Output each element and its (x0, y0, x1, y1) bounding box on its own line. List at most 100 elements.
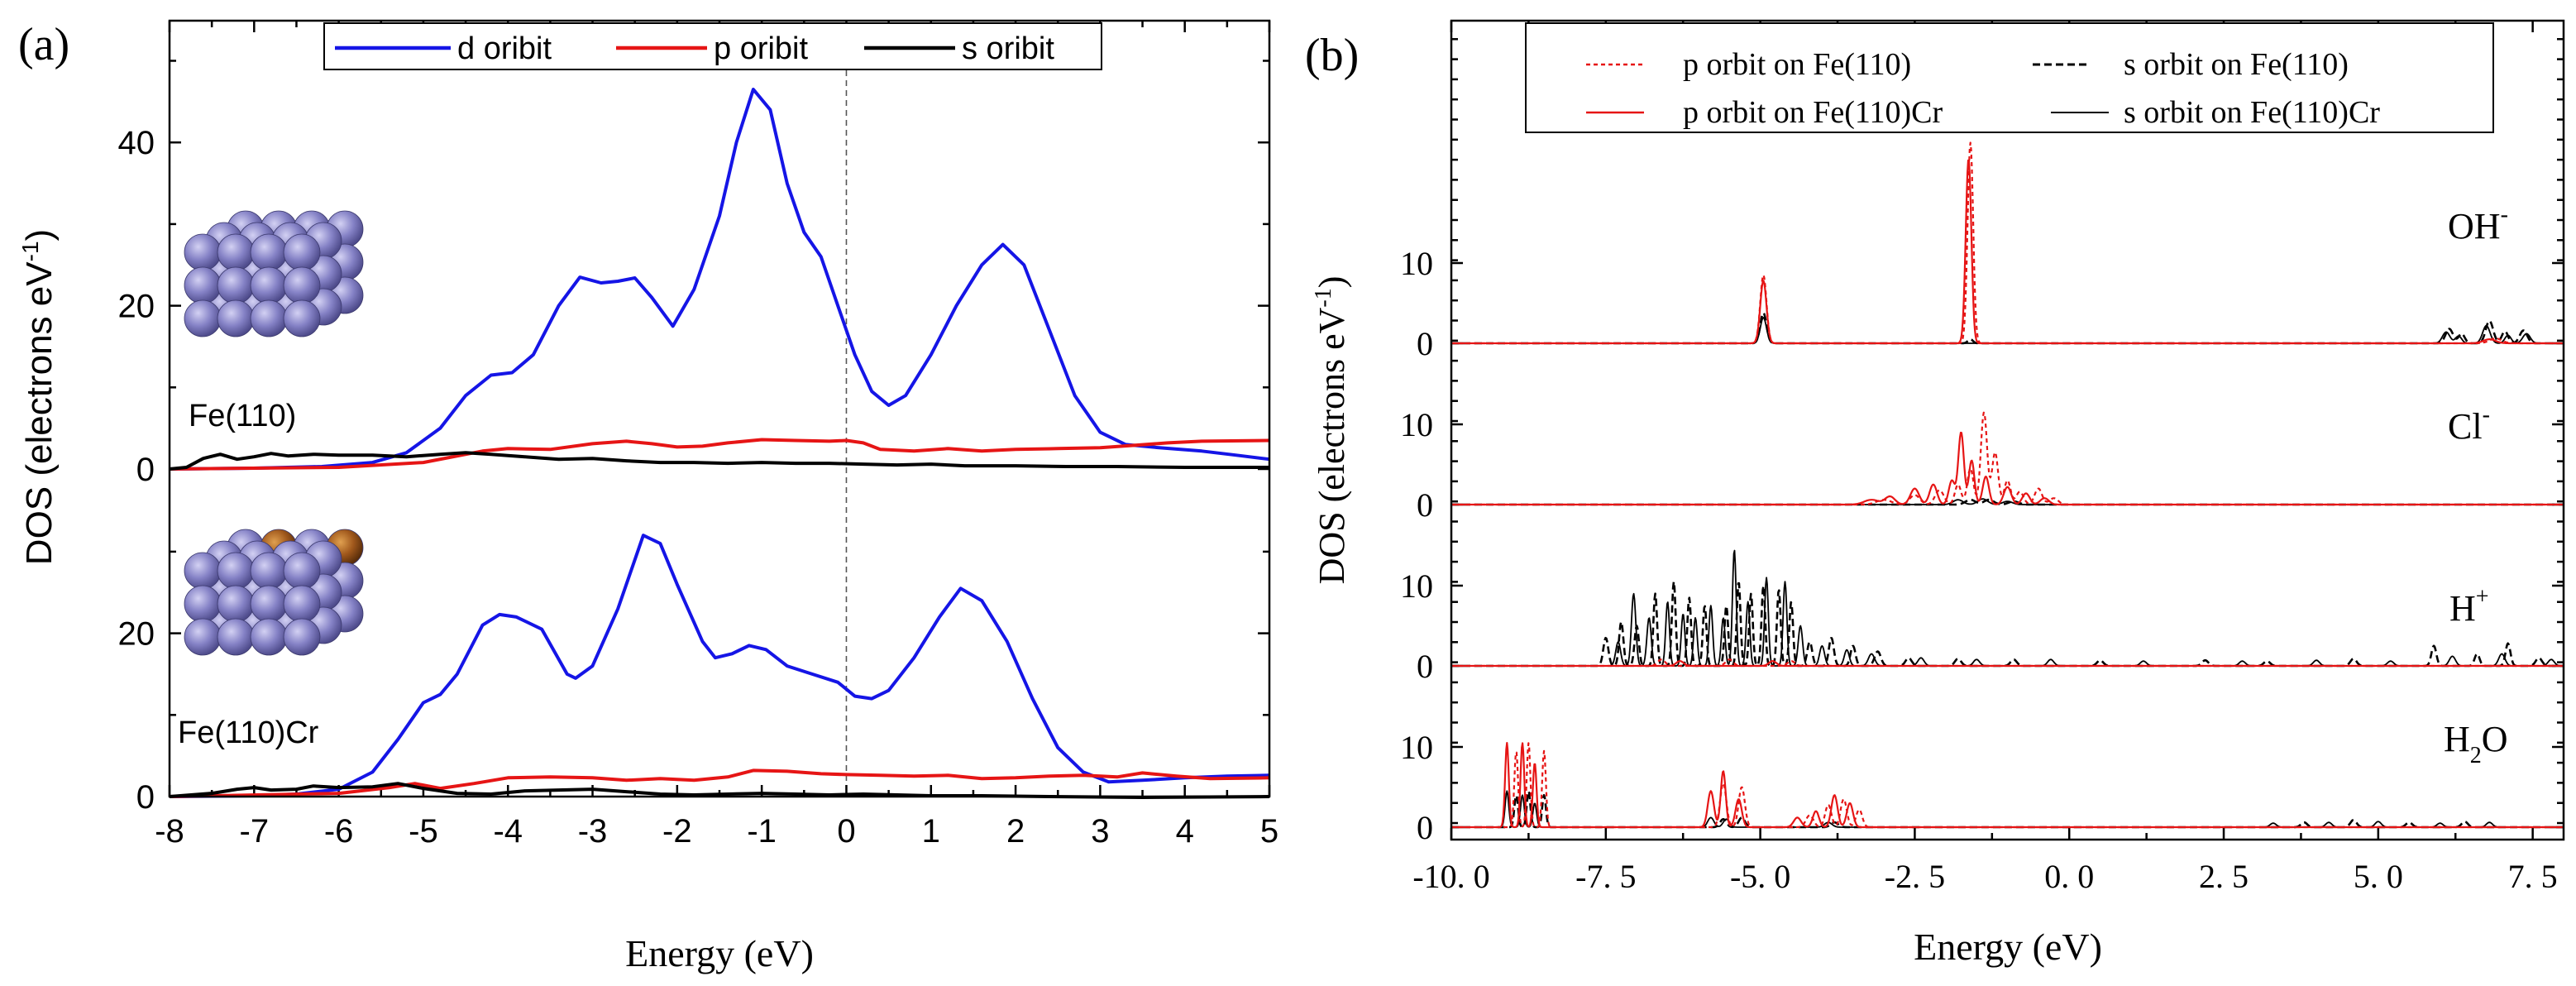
panel-a-ticks (168, 21, 1271, 798)
x-tick-label: -1 (747, 813, 777, 850)
oh-s-fe110-line (1450, 311, 2564, 345)
y-tick-label: 0 (1417, 648, 1433, 685)
x-tick-label: 0 (837, 813, 855, 850)
cl-p-fe110-line (1450, 411, 2564, 506)
panel-a-data (169, 88, 1270, 799)
atom-sphere (283, 618, 321, 656)
h-plus-p-cr-line (1450, 660, 2564, 668)
legend-p-fe110-label: p orbit on Fe(110) (1683, 47, 1911, 82)
y-tick-label: 10 (1400, 567, 1433, 605)
panel-a-x-axis-label: Energy (eV) (625, 932, 814, 974)
x-tick-label: 5. 0 (2354, 858, 2403, 895)
y-tick-label: 0 (136, 452, 155, 488)
x-tick-label: -5. 0 (1730, 858, 1790, 895)
panel-a-frame (168, 19, 1271, 798)
fe110-s-orbit-line (169, 451, 1269, 471)
atom-sphere (184, 266, 222, 304)
panel-b-data (1450, 141, 2564, 829)
fe110-subplot-label: Fe(110) (189, 399, 296, 433)
oh-p-fe110-line (1450, 141, 2564, 345)
fe110-structure-image (184, 210, 364, 337)
atom-sphere (250, 266, 288, 304)
atom-sphere (217, 552, 255, 590)
h2o-p-fe110-line (1450, 742, 2564, 829)
legend-s-label: s oribit (962, 31, 1054, 66)
atom-sphere (283, 233, 321, 271)
x-tick-label: 7. 5 (2508, 858, 2558, 895)
x-tick-label: -2 (662, 813, 692, 850)
legend-d-label: d oribit (457, 31, 552, 66)
x-tick-label: 3 (1091, 813, 1109, 850)
y-tick-label: 0 (1417, 325, 1433, 362)
x-tick-label: 5 (1260, 813, 1278, 850)
atom-sphere (283, 299, 321, 337)
y-tick-label: 10 (1400, 245, 1433, 282)
panel-b-tick-labels: -10. 0 -7. 5 -5. 0 -2. 5 0. 0 2. 5 5. 0 7. 5 0 10… (1400, 245, 2558, 895)
panel-b-ticks (1450, 21, 2564, 840)
atom-sphere (250, 585, 288, 623)
h-plus-subplot-label: H+ (2449, 584, 2489, 629)
atom-sphere (283, 552, 321, 590)
atom-sphere (217, 618, 255, 656)
atom-sphere (217, 233, 255, 271)
y-tick-label: 40 (118, 125, 155, 161)
atom-sphere (217, 299, 255, 337)
x-tick-label: 4 (1176, 813, 1194, 850)
legend-p-label: p oribit (714, 31, 808, 66)
atom-sphere (184, 585, 222, 623)
x-tick-label: 1 (922, 813, 940, 850)
x-tick-label: 2 (1006, 813, 1025, 850)
cl-subplot-label: Cl- (2448, 402, 2490, 447)
x-tick-label: -7. 5 (1575, 858, 1636, 895)
oh-subplot-label: OH- (2448, 202, 2508, 247)
panel-b: (b) -10. 0 -7. 5 -5. 0 -2. 5 0. 0 2. 5 5. 0 7. … (1305, 19, 2565, 968)
oh-p-cr-line (1450, 159, 2564, 345)
atom-sphere (283, 585, 321, 623)
atom-sphere (250, 618, 288, 656)
h2o-p-cr-line (1450, 742, 2564, 829)
atom-sphere (184, 618, 222, 656)
x-tick-label: -10. 0 (1412, 858, 1489, 895)
h2o-s-fe110-line (1450, 790, 2564, 829)
panel-b-frame (1450, 19, 2565, 841)
fe110cr-s-orbit-line (169, 782, 1270, 799)
x-tick-label: -3 (578, 813, 608, 850)
y-tick-label: 0 (136, 779, 155, 816)
fe110cr-p-orbit-line (169, 768, 1270, 798)
x-tick-label: 2. 5 (2199, 858, 2249, 895)
legend-s-cr-label: s orbit on Fe(110)Cr (2124, 95, 2380, 130)
atom-sphere (184, 233, 222, 271)
fe110cr-subplot-label: Fe(110)Cr (178, 716, 319, 750)
y-tick-label: 0 (1417, 486, 1433, 524)
fe110-d-orbit-line (169, 88, 1270, 471)
fe110cr-d-orbit-line (169, 534, 1270, 798)
panel-b-y-axis-label: DOS (electrons eV-1) (1311, 276, 1352, 585)
atom-sphere (250, 233, 288, 271)
atom-sphere (250, 299, 288, 337)
atom-sphere (184, 552, 222, 590)
panel-b-x-axis-label: Energy (eV) (1914, 926, 2102, 968)
atom-sphere (184, 299, 222, 337)
h2o-s-cr-line (1451, 790, 2564, 828)
fe110-p-orbit-line (169, 438, 1270, 471)
oh-s-cr-line (1451, 317, 2564, 344)
panel-a-label: (a) (18, 19, 69, 70)
atom-sphere (217, 585, 255, 623)
panel-a-y-axis-label: DOS (electrons eV-1) (17, 229, 60, 565)
panel-b-label: (b) (1305, 30, 1359, 81)
atom-sphere (283, 266, 321, 304)
legend-p-cr-label: p orbit on Fe(110)Cr (1683, 95, 1943, 130)
x-tick-label: -5 (409, 813, 438, 850)
x-tick-label: -2. 5 (1885, 858, 1945, 895)
x-tick-label: -4 (493, 813, 523, 850)
y-tick-label: 20 (118, 289, 155, 325)
panel-a-tick-labels: -8 -7 -6 -5 -4 -3 -2 -1 0 1 2 3 4 5 0 20 40 0 20 (118, 125, 1279, 850)
panel-a: (a) -8 -7 -6 -5 -4 -3 -2 -1 0 1 2 3 4 5 0 20 40 0 20 Fe(11… (17, 19, 1278, 974)
atom-sphere (217, 266, 255, 304)
x-tick-label: 0. 0 (2044, 858, 2094, 895)
y-tick-label: 0 (1417, 809, 1433, 846)
fe110cr-structure-image (184, 529, 364, 656)
y-tick-label: 10 (1400, 406, 1433, 443)
cl-p-cr-line (1450, 431, 2564, 506)
